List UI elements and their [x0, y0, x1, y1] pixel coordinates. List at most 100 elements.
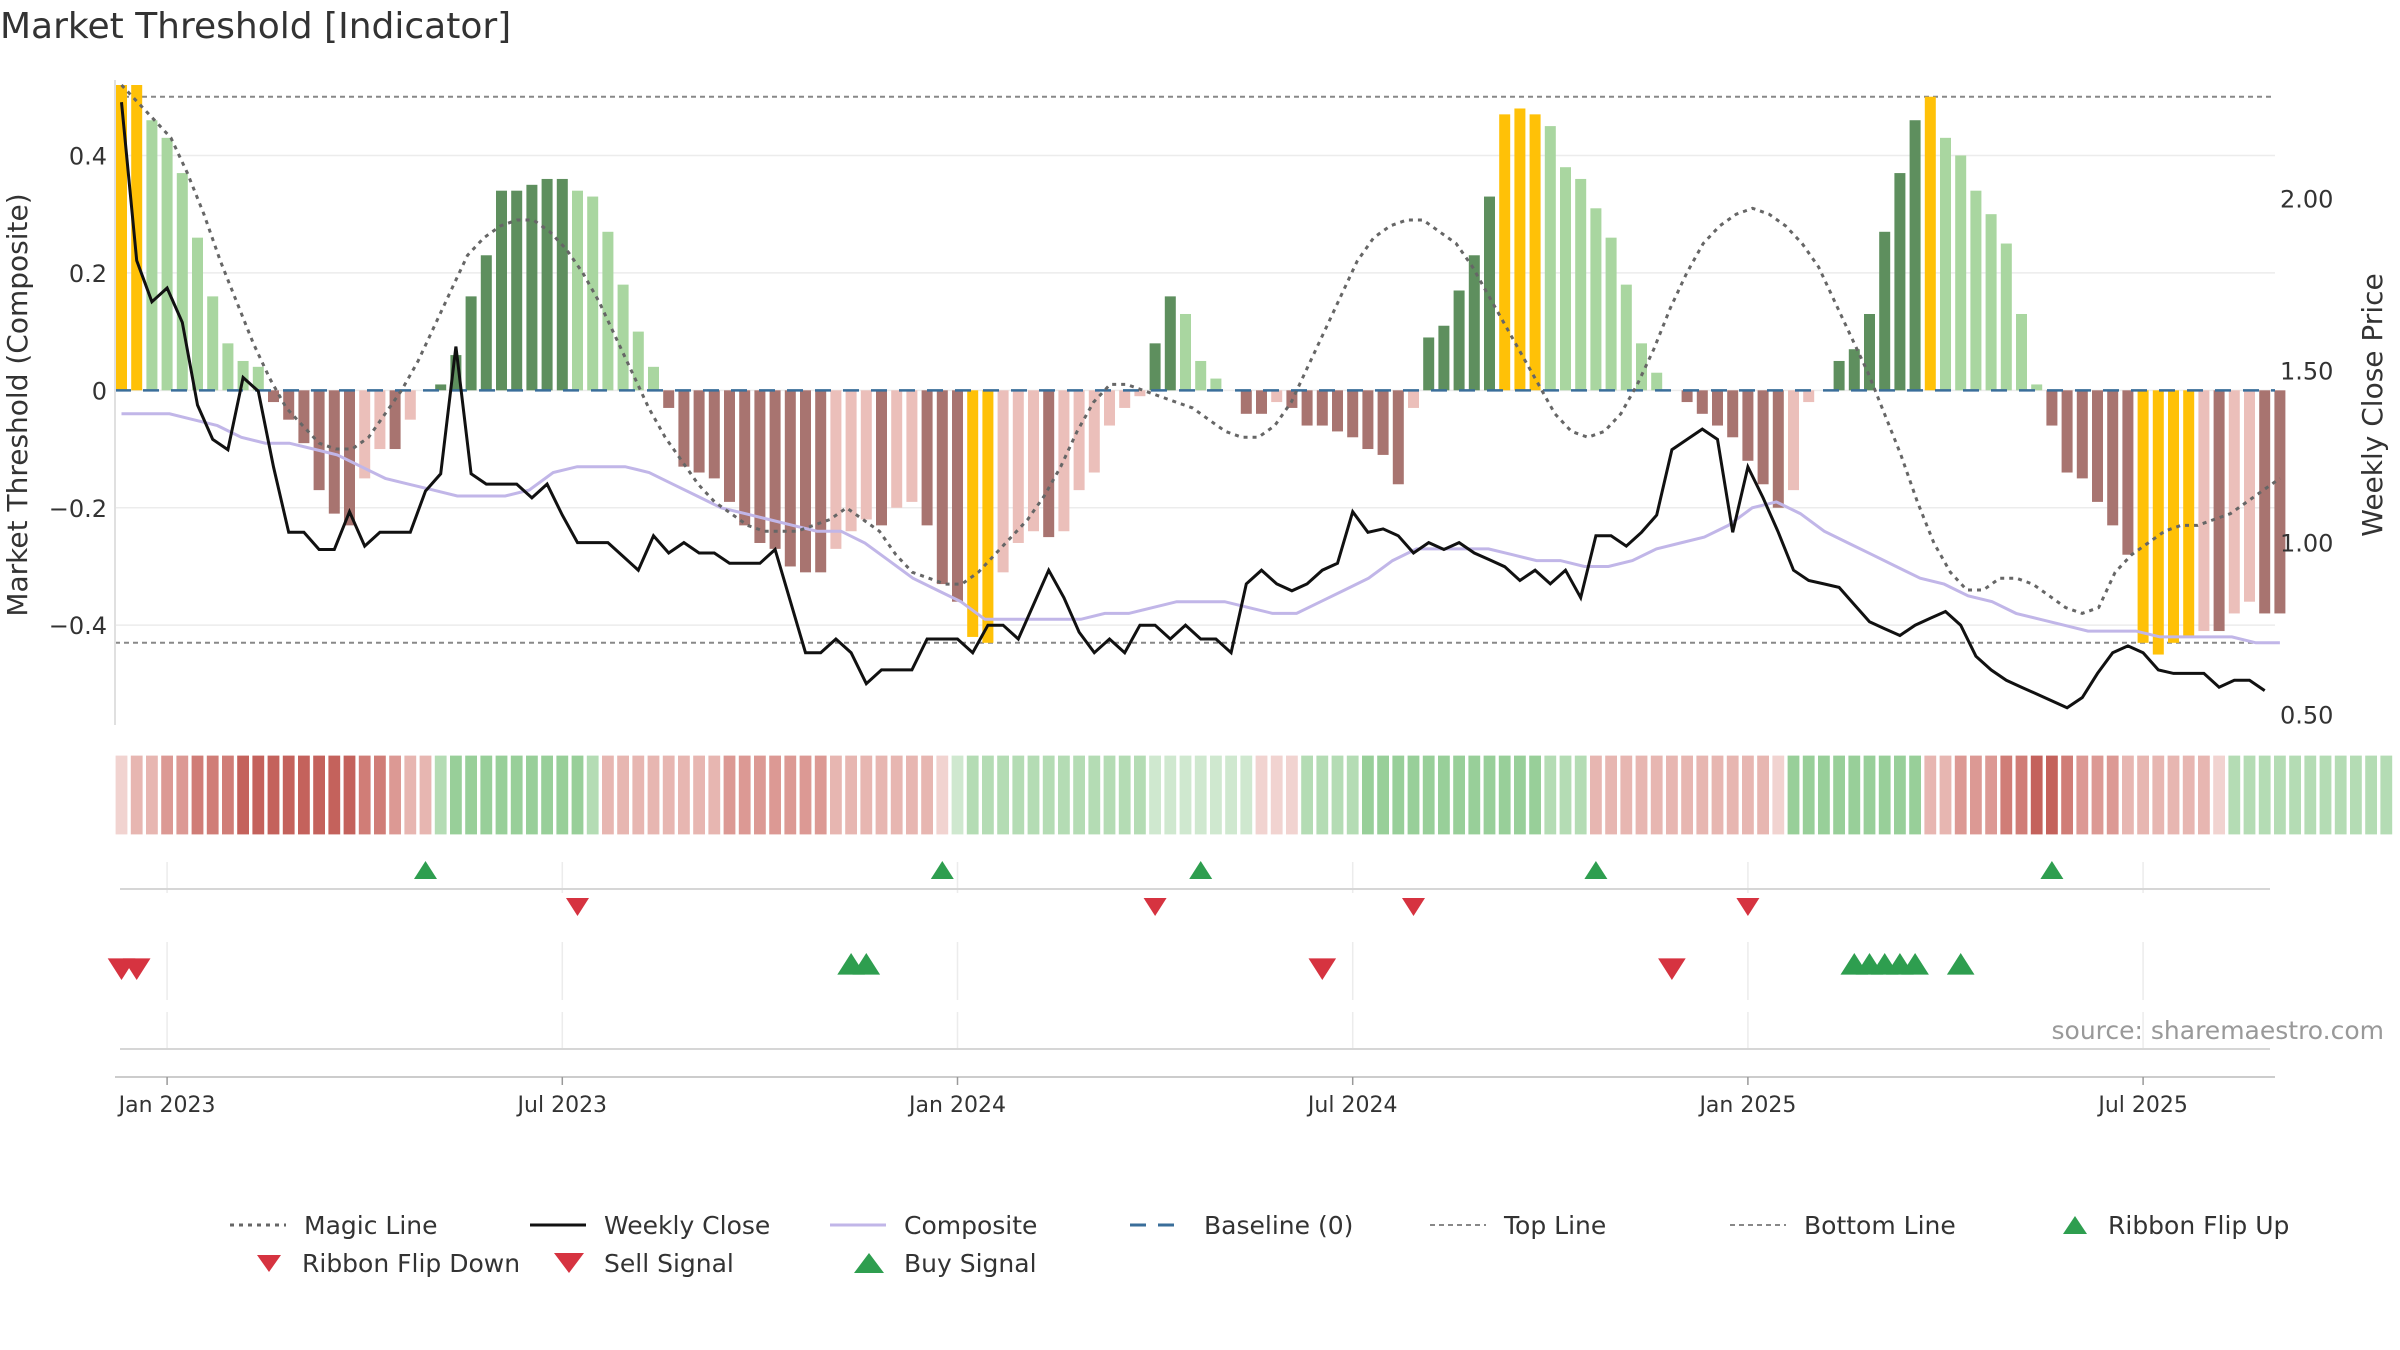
legend-ribbon-flip-down: Ribbon Flip Down [254, 1243, 520, 1283]
histogram-bar [2259, 390, 2271, 614]
ribbon-cell [2242, 754, 2257, 836]
legend-ribbon-flip-up: Ribbon Flip Up [2060, 1205, 2289, 1245]
ribbon-cell [251, 754, 266, 836]
histogram-bar [693, 390, 705, 473]
histogram-bar [982, 390, 994, 643]
ribbon-cell [175, 754, 190, 836]
ribbon-cell [1938, 754, 1953, 836]
histogram-bar [1788, 390, 1799, 491]
ribbon-cell [1968, 754, 1984, 836]
histogram-bar [1028, 390, 1039, 532]
ribbon-cell [1026, 754, 1041, 836]
ribbon-cell [1877, 754, 1892, 836]
histogram-bar [1058, 390, 1070, 532]
histogram-bar [496, 190, 507, 391]
x-tick-label: Jul 2025 [2096, 1093, 2188, 1118]
histogram-bar [1909, 120, 1921, 391]
histogram-bar [1104, 390, 1115, 426]
ribbon-cell [1527, 754, 1543, 836]
histogram-bar [1499, 114, 1511, 391]
legend-label: Weekly Close [604, 1210, 771, 1240]
ribbon-cell [676, 754, 692, 836]
histogram-bar [2168, 390, 2179, 643]
ribbon-cell [1436, 754, 1452, 836]
ribbon-flip-up-marker [2040, 861, 2064, 879]
y2-tick-label: 0.50 [2280, 702, 2333, 730]
ribbon-cell [372, 754, 387, 836]
ribbon-cell [2151, 754, 2166, 836]
histogram-bar [860, 390, 872, 520]
ribbon-cell [2227, 754, 2242, 836]
histogram-bar [708, 390, 720, 479]
histogram-bar [1529, 114, 1541, 391]
histogram-bar [1590, 208, 1602, 391]
ribbon-cell [1208, 754, 1224, 836]
histogram-bar [511, 190, 523, 391]
histogram-bar [1362, 390, 1374, 450]
histogram-bar [1119, 390, 1131, 408]
ribbon-cell [1254, 754, 1269, 836]
ribbon-cell [980, 754, 996, 836]
ribbon-cell [874, 754, 889, 836]
ribbon-flip-down-marker [1402, 898, 1425, 916]
x-tick-label: Jan 2025 [1697, 1093, 1796, 1118]
ribbon-cell [1619, 754, 1634, 836]
ribbon-cell [1421, 754, 1436, 836]
histogram-bar [1073, 390, 1085, 491]
ribbon-cell [1543, 754, 1558, 836]
ribbon-flip-up-marker [414, 861, 437, 879]
histogram-bar [1772, 390, 1784, 508]
histogram-bar [1544, 126, 1556, 391]
histogram-bar [1924, 96, 1936, 391]
ribbon-cell [965, 754, 980, 836]
ribbon-cell [539, 754, 555, 836]
histogram-bar [1727, 390, 1739, 438]
legend-label: Buy Signal [904, 1248, 1037, 1278]
ribbon-cell [600, 754, 616, 836]
histogram-bar [1438, 325, 1450, 391]
histogram-bar [602, 231, 614, 391]
ribbon-cell [1147, 754, 1163, 836]
histogram-bar [1484, 196, 1495, 391]
ribbon-cell [1771, 754, 1786, 836]
ribbon-cell [1755, 754, 1771, 836]
ribbon-cell [1710, 754, 1725, 836]
ribbon-cell [950, 754, 965, 836]
ribbon-cell [889, 754, 904, 836]
sell-signal-marker [122, 958, 151, 980]
histogram-bar [1742, 390, 1754, 461]
ribbon-cell [2181, 754, 2196, 836]
x-tick-label: Jan 2023 [117, 1093, 216, 1118]
ribbon-cell [1056, 754, 1072, 836]
legend-weekly-close: Weekly Close [530, 1205, 770, 1245]
y-axis-label: Market Threshold (Composite) [1, 193, 34, 616]
ribbon-cell [1923, 754, 1938, 836]
histogram-bar [131, 85, 143, 391]
ribbon-cell [1725, 754, 1740, 836]
ribbon-cell [2348, 754, 2363, 836]
ribbon-cell [1786, 754, 1801, 836]
y-tick-label: 0.4 [69, 142, 107, 170]
histogram-bar [876, 390, 887, 526]
histogram-bar [465, 296, 477, 391]
ribbon-cell [327, 754, 342, 836]
legend-sell-signal: Sell Signal [552, 1243, 734, 1283]
legend-baseline: Baseline (0) [1130, 1205, 1353, 1245]
histogram-bar [739, 390, 751, 526]
ribbon-cell [2075, 754, 2090, 836]
ribbon-cell [1679, 754, 1695, 836]
ribbon-cell [2196, 754, 2211, 836]
ribbon-strip [114, 754, 2394, 836]
ribbon-cell [448, 754, 463, 836]
ribbon-cell [479, 754, 494, 836]
ribbon-cell [2288, 754, 2303, 836]
sell-signal-marker [1308, 958, 1337, 980]
histogram-bar [450, 355, 462, 391]
ribbon-cell [205, 754, 220, 836]
magic-line [120, 83, 2281, 615]
histogram-bar [1468, 255, 1480, 391]
buy-signal-marker [852, 953, 881, 975]
histogram-bar [2137, 390, 2149, 643]
ribbon-cell [1193, 754, 1208, 836]
